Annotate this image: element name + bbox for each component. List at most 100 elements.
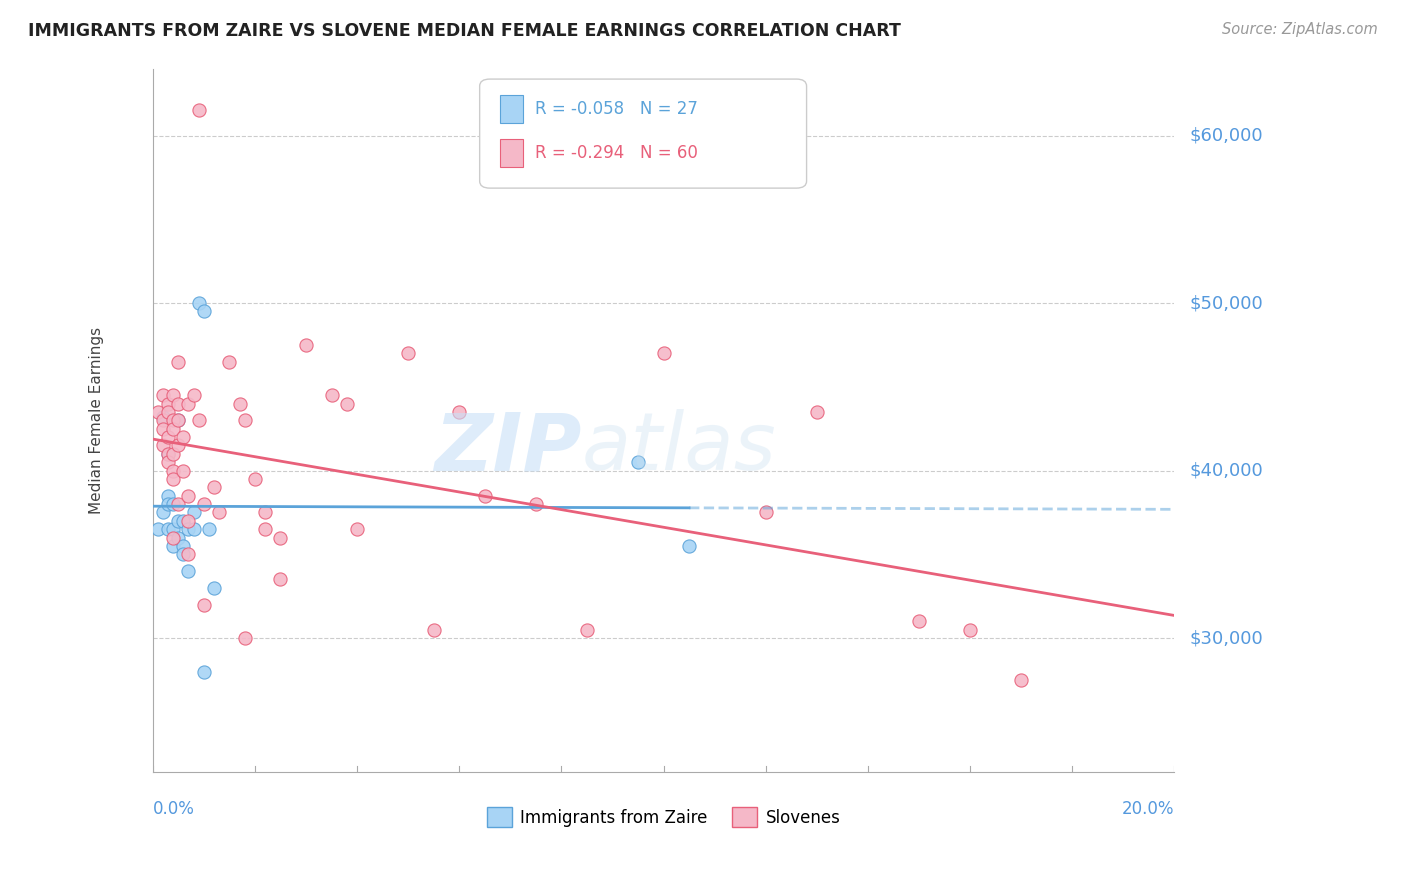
Text: $40,000: $40,000	[1189, 461, 1264, 480]
Point	[755, 505, 778, 519]
Point	[157, 447, 180, 461]
FancyBboxPatch shape	[479, 79, 807, 188]
Point	[187, 103, 209, 118]
Point	[233, 631, 256, 645]
Point	[146, 405, 169, 419]
Text: $30,000: $30,000	[1189, 629, 1264, 647]
Point	[193, 304, 215, 318]
Point	[422, 623, 444, 637]
Point	[157, 396, 180, 410]
Point	[162, 413, 184, 427]
Point	[157, 489, 180, 503]
Point	[198, 522, 221, 536]
Text: ZIP: ZIP	[434, 409, 582, 487]
Text: IMMIGRANTS FROM ZAIRE VS SLOVENE MEDIAN FEMALE EARNINGS CORRELATION CHART: IMMIGRANTS FROM ZAIRE VS SLOVENE MEDIAN …	[28, 22, 901, 40]
Point	[162, 388, 184, 402]
Text: R = -0.058   N = 27: R = -0.058 N = 27	[534, 100, 697, 118]
Point	[162, 497, 184, 511]
Point	[449, 405, 471, 419]
Text: R = -0.294   N = 60: R = -0.294 N = 60	[534, 144, 697, 162]
Point	[152, 409, 174, 424]
Point	[183, 505, 205, 519]
Point	[233, 413, 256, 427]
Point	[167, 438, 190, 452]
Point	[254, 522, 277, 536]
Point	[172, 430, 194, 444]
Point	[157, 497, 180, 511]
Point	[167, 354, 190, 368]
Point	[167, 396, 190, 410]
Point	[321, 388, 343, 402]
Point	[336, 396, 359, 410]
Point	[152, 388, 174, 402]
Point	[162, 522, 184, 536]
Point	[146, 522, 169, 536]
Point	[172, 547, 194, 561]
Point	[162, 531, 184, 545]
Text: 0.0%: 0.0%	[153, 800, 194, 818]
Point	[208, 505, 231, 519]
Text: Median Female Earnings: Median Female Earnings	[89, 326, 104, 514]
Point	[177, 547, 200, 561]
Text: Source: ZipAtlas.com: Source: ZipAtlas.com	[1222, 22, 1378, 37]
Point	[218, 354, 240, 368]
Point	[193, 497, 215, 511]
Point	[157, 455, 180, 469]
Point	[152, 505, 174, 519]
Point	[177, 514, 200, 528]
Text: atlas: atlas	[582, 409, 776, 487]
Point	[806, 405, 828, 419]
Legend: Immigrants from Zaire, Slovenes: Immigrants from Zaire, Slovenes	[479, 800, 848, 834]
Point	[162, 472, 184, 486]
Point	[202, 480, 225, 494]
Point	[678, 539, 700, 553]
Point	[187, 413, 209, 427]
Point	[254, 505, 277, 519]
Point	[183, 522, 205, 536]
Point	[177, 522, 200, 536]
Point	[152, 438, 174, 452]
Point	[627, 455, 650, 469]
Point	[167, 497, 190, 511]
Point	[652, 346, 675, 360]
Point	[172, 539, 194, 553]
Point	[177, 396, 200, 410]
Point	[575, 623, 598, 637]
Point	[346, 522, 368, 536]
Point	[193, 598, 215, 612]
Point	[157, 447, 180, 461]
Point	[152, 413, 174, 427]
Point	[202, 581, 225, 595]
Point	[228, 396, 250, 410]
Point	[162, 464, 184, 478]
Point	[167, 531, 190, 545]
Point	[269, 573, 291, 587]
Bar	[501, 139, 523, 167]
Point	[396, 346, 419, 360]
Point	[908, 615, 931, 629]
Point	[193, 665, 215, 679]
Point	[157, 522, 180, 536]
Point	[162, 447, 184, 461]
Point	[183, 388, 205, 402]
Text: $60,000: $60,000	[1189, 127, 1264, 145]
Point	[1010, 673, 1032, 687]
Point	[167, 514, 190, 528]
Point	[152, 422, 174, 436]
Point	[295, 338, 318, 352]
Point	[269, 531, 291, 545]
Point	[959, 623, 981, 637]
Point	[177, 489, 200, 503]
Point	[524, 497, 547, 511]
Text: $50,000: $50,000	[1189, 294, 1264, 312]
Point	[177, 564, 200, 578]
Point	[243, 472, 266, 486]
Point	[157, 430, 180, 444]
Point	[187, 296, 209, 310]
Text: 20.0%: 20.0%	[1122, 800, 1174, 818]
Point	[167, 413, 190, 427]
Point	[474, 489, 496, 503]
Point	[172, 464, 194, 478]
Point	[157, 405, 180, 419]
Point	[167, 413, 190, 427]
